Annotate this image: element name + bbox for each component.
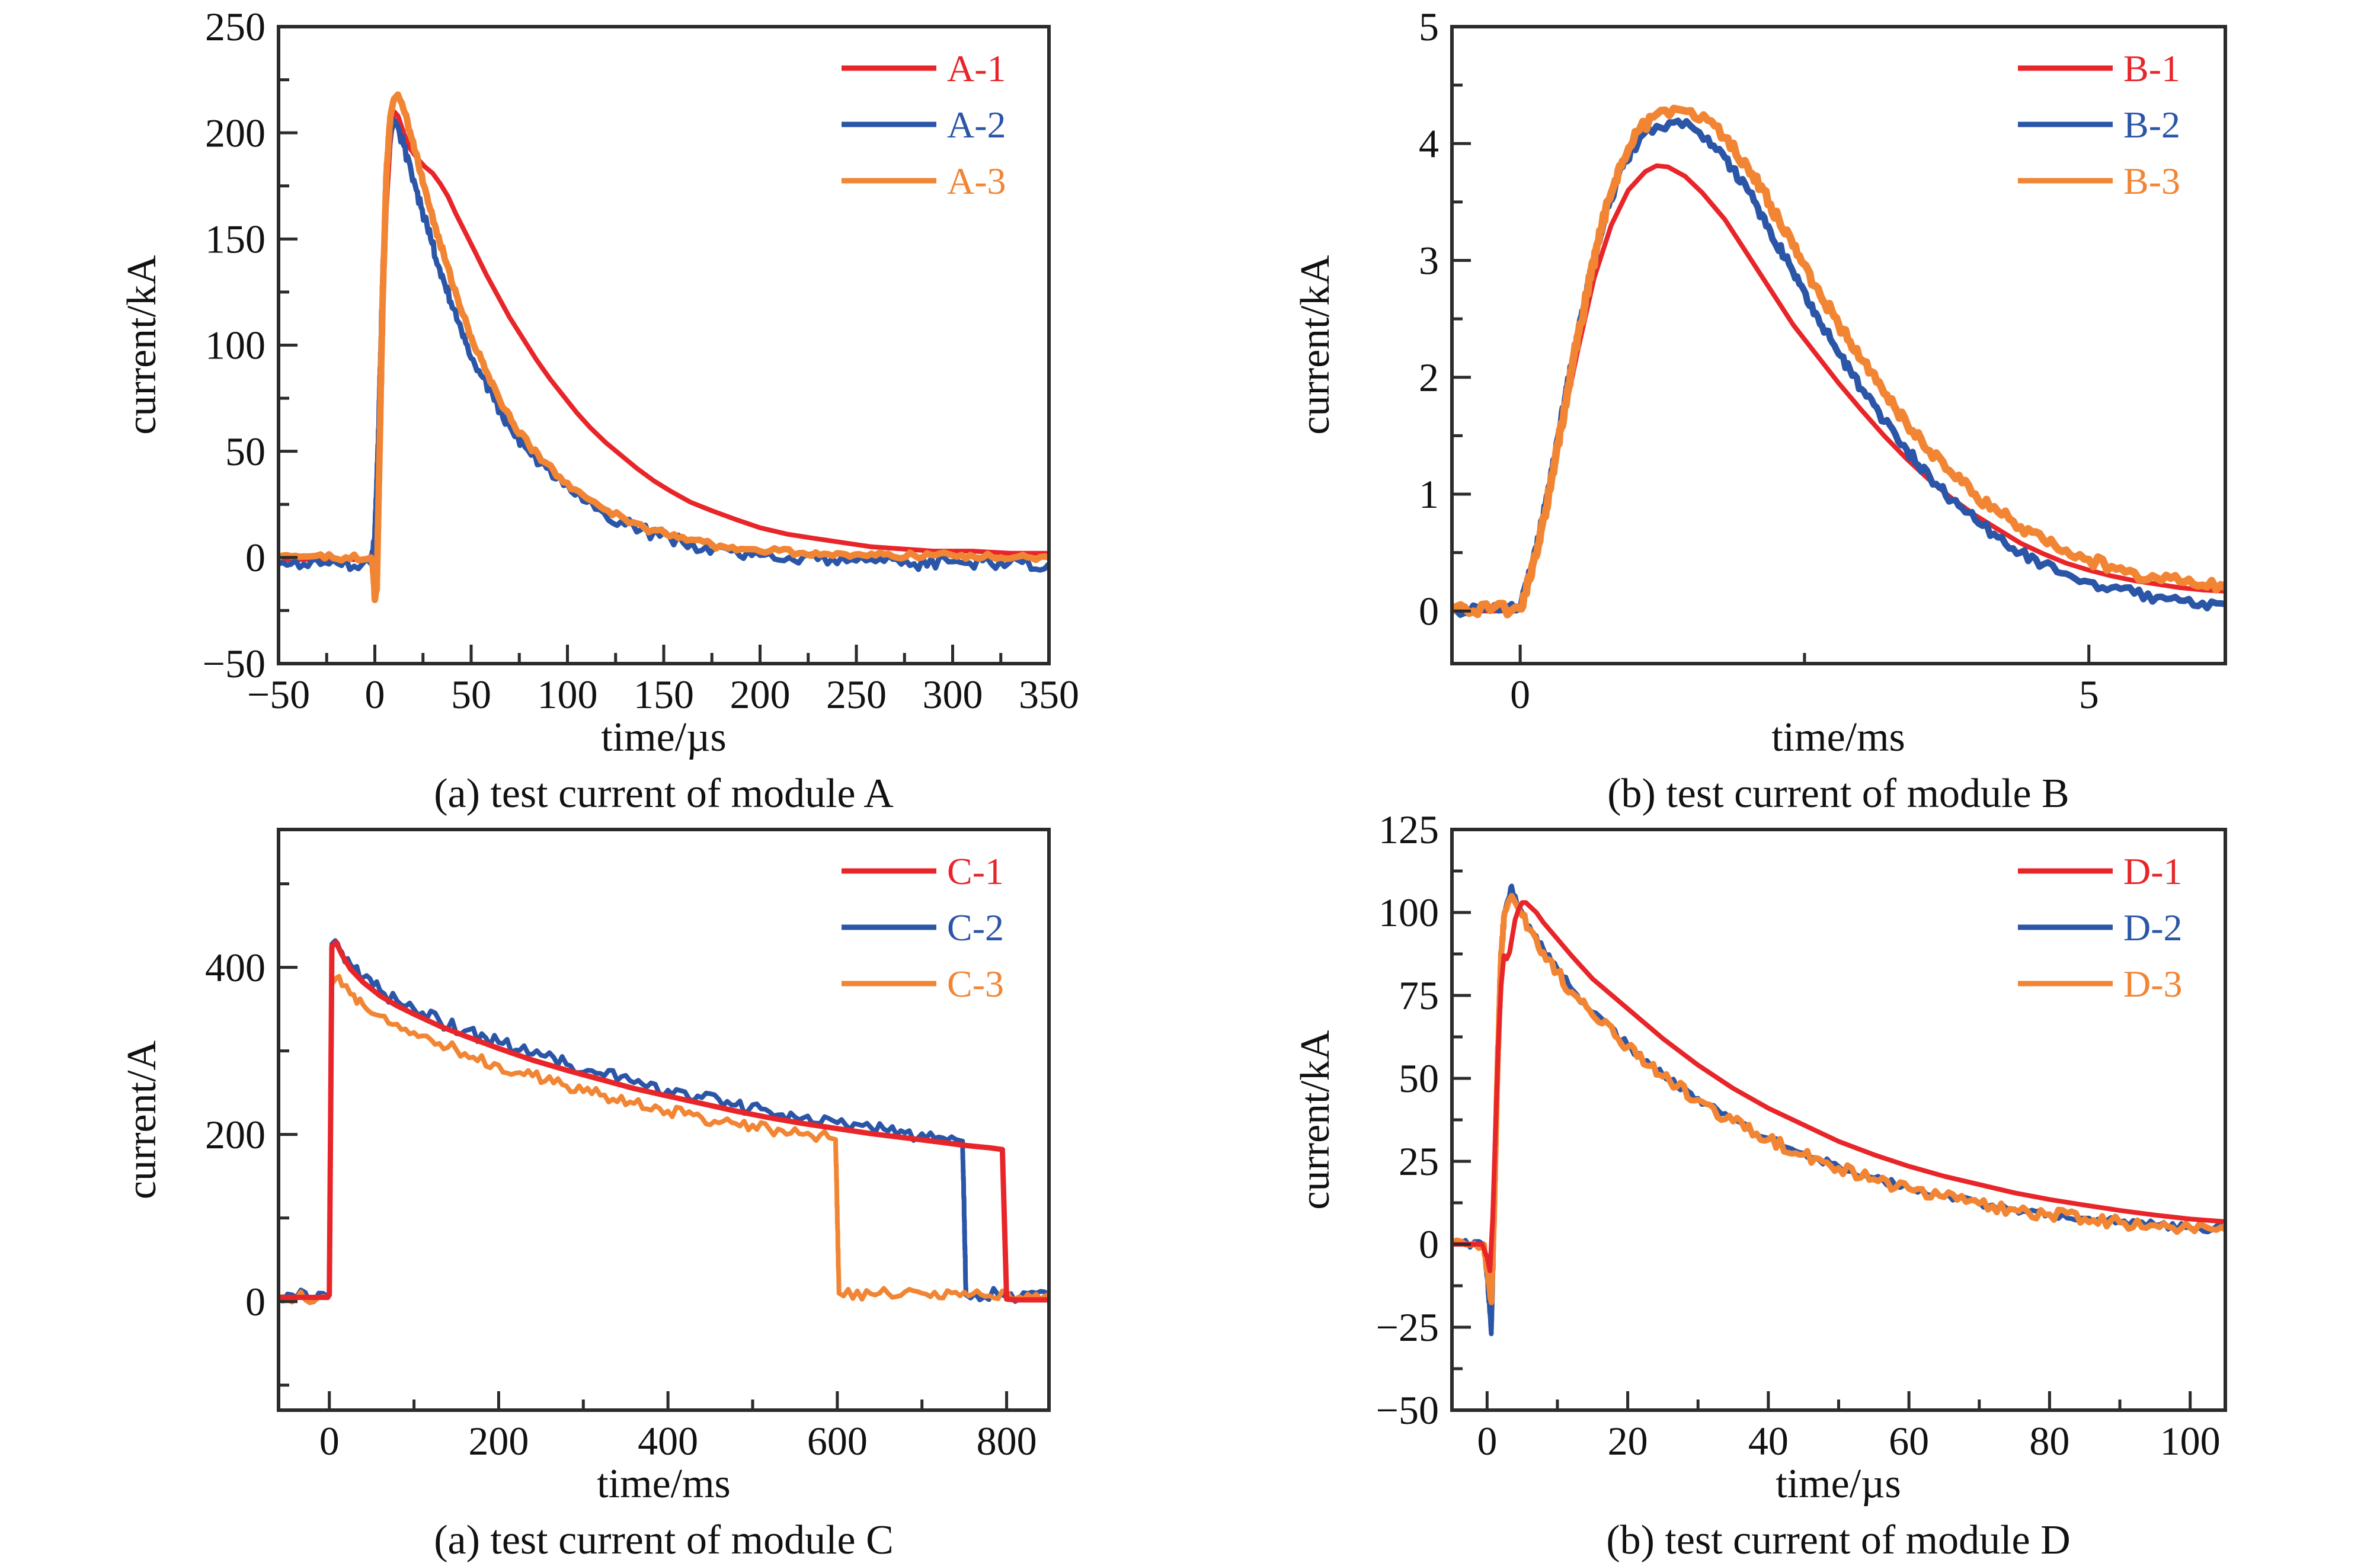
y-tick-label: 0 [245, 1279, 265, 1324]
x-tick-label: 0 [365, 672, 385, 717]
legend-label-D-3: D-3 [2123, 963, 2183, 1005]
y-tick-label: 5 [1419, 4, 1439, 49]
chart-B-ylabel: current/kA [1293, 255, 1338, 435]
x-tick-label: 400 [638, 1418, 698, 1463]
x-tick-label: −50 [247, 672, 310, 717]
x-tick-label: 200 [468, 1418, 529, 1463]
x-tick-label: 100 [2160, 1418, 2221, 1463]
x-tick-label: 0 [1510, 672, 1530, 717]
chart-D-xlabel: time/µs [1776, 1461, 1901, 1507]
x-tick-label: 50 [451, 672, 491, 717]
legend-label-C-2: C-2 [947, 907, 1004, 949]
series-A-2 [279, 117, 1049, 573]
chart-D-caption: (b) test current of module D [1606, 1517, 2071, 1563]
series-B-3 [1452, 104, 2225, 619]
x-tick-label: 300 [923, 672, 983, 717]
y-tick-label: 25 [1399, 1139, 1439, 1184]
x-tick-label: 200 [730, 672, 791, 717]
legend-label-A-2: A-2 [947, 104, 1006, 146]
series-D-1 [1452, 900, 2225, 1273]
x-tick-label: 800 [977, 1418, 1037, 1463]
x-tick-label: 0 [1477, 1418, 1497, 1463]
plot-box-C [277, 828, 1051, 1412]
legend-label-A-3: A-3 [947, 160, 1006, 202]
series-C-2 [279, 938, 1049, 1305]
chart-C: 0 200 400 600 800 0 200 400 C-1 C-2 C-3 [205, 828, 1051, 1463]
chart-D-ylabel: current/kA [1293, 1030, 1338, 1210]
y-tick-label: 0 [1419, 1222, 1439, 1267]
x-tick-label: 100 [538, 672, 598, 717]
y-tick-label: 100 [1378, 890, 1439, 935]
chart-C-ylabel: current/A [119, 1040, 165, 1200]
chart-D: 0 20 40 60 80 100 −50 −25 0 25 50 75 100 125 D-1 D-2 D-3 [1376, 807, 2227, 1463]
x-tick-label: 80 [2029, 1418, 2069, 1463]
x-tick-label: 20 [1608, 1418, 1648, 1463]
chart-B-xlabel: time/ms [1771, 715, 1905, 760]
series-D-3 [1452, 893, 2225, 1305]
legend-label-B-1: B-1 [2123, 47, 2180, 89]
y-tick-label: 100 [205, 323, 265, 368]
y-tick-label: −50 [203, 641, 265, 686]
y-tick-label: 75 [1399, 973, 1439, 1018]
series-B-2 [1452, 117, 2225, 618]
y-tick-label: 125 [1378, 807, 1439, 852]
chart-A-ylabel: current/kA [119, 255, 165, 435]
series-A-1 [279, 109, 1049, 562]
x-tick-label: 0 [319, 1418, 340, 1463]
chart-B: 0 5 0 1 2 3 4 5 B-1 B-2 B-3 [1419, 4, 2227, 717]
chart-C-xlabel: time/ms [597, 1461, 731, 1507]
x-tick-label: 600 [807, 1418, 868, 1463]
chart-A-xlabel: time/µs [601, 715, 727, 760]
chart-B-caption: (b) test current of module B [1607, 771, 2069, 816]
plot-box-D [1450, 828, 2227, 1412]
y-tick-label: 0 [1419, 588, 1439, 633]
legend-label-A-1: A-1 [947, 47, 1006, 89]
chart-A: −50 0 50 100 150 200 250 300 350 −50 0 50 100 150 200 2… [203, 4, 1079, 717]
y-tick-label: 250 [205, 4, 265, 49]
plot-box-B [1450, 25, 2227, 665]
y-tick-label: 400 [205, 945, 265, 990]
legend-label-B-3: B-3 [2123, 160, 2180, 202]
series-A-3 [279, 91, 1049, 603]
x-tick-label: 350 [1019, 672, 1079, 717]
y-tick-label: 1 [1419, 472, 1439, 517]
y-tick-label: 50 [1399, 1056, 1439, 1101]
legend-label-C-3: C-3 [947, 963, 1004, 1005]
y-tick-label: 200 [205, 1112, 265, 1157]
y-tick-label: 50 [225, 429, 265, 474]
x-tick-label: 250 [826, 672, 887, 717]
legend-label-C-1: C-1 [947, 850, 1004, 892]
chart-C-caption: (a) test current of module C [434, 1517, 894, 1563]
y-tick-label: −25 [1376, 1305, 1439, 1350]
x-tick-label: 5 [2079, 672, 2099, 717]
legend-label-D-1: D-1 [2123, 850, 2183, 892]
y-tick-label: 4 [1419, 121, 1439, 166]
x-tick-label: 60 [1889, 1418, 1929, 1463]
y-tick-label: 150 [205, 216, 265, 261]
y-tick-label: 200 [205, 110, 265, 155]
y-tick-label: 2 [1419, 355, 1439, 400]
series-C-1 [279, 939, 1049, 1303]
chart-A-caption: (a) test current of module A [434, 771, 894, 816]
legend-label-D-2: D-2 [2123, 907, 2183, 949]
y-tick-label: 3 [1419, 238, 1439, 283]
x-tick-label: 40 [1748, 1418, 1789, 1463]
x-tick-label: 150 [634, 672, 694, 717]
y-tick-label: 0 [245, 535, 265, 580]
y-tick-label: −50 [1376, 1388, 1439, 1433]
legend-label-B-2: B-2 [2123, 104, 2180, 146]
